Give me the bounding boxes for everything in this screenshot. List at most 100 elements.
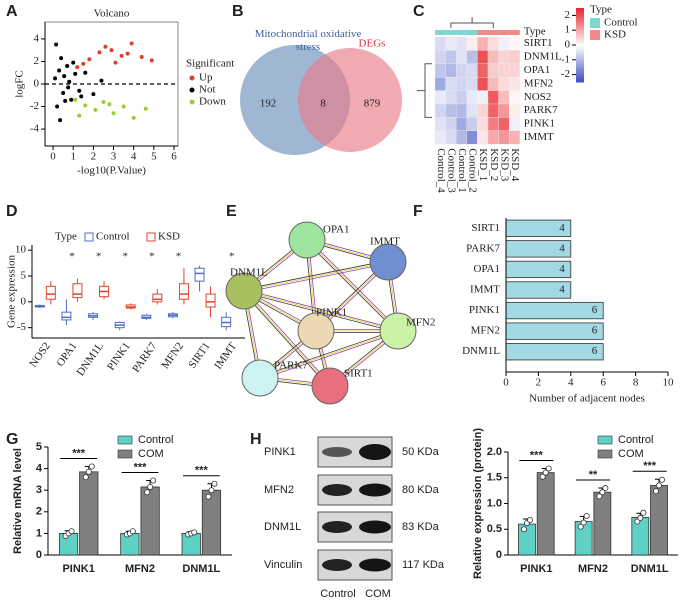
blot-row-label: DNM1L	[264, 521, 301, 533]
point	[539, 473, 546, 480]
value-label: 6	[592, 345, 598, 357]
point	[97, 50, 102, 55]
colorbar-slice	[576, 80, 584, 83]
x-axis-label: -log10(P.Value)	[77, 165, 146, 177]
colorbar-slice	[576, 43, 584, 46]
bar	[140, 486, 160, 556]
blot-row-label: MFN2	[264, 484, 294, 496]
heatmap-cell	[445, 36, 457, 51]
colorbar-slice	[576, 11, 584, 15]
heatmap-cell	[487, 103, 499, 118]
x-tick-label: DNM1L	[182, 563, 220, 575]
legend-label: KSD	[604, 29, 626, 41]
value-label: 6	[592, 304, 598, 316]
node-label: SIRT1	[344, 368, 373, 380]
heatmap-cell	[509, 130, 520, 145]
point	[65, 63, 70, 68]
point	[58, 118, 63, 123]
panel-label: E	[226, 203, 237, 220]
blot-size-label: 50 KDa	[402, 446, 440, 458]
band	[359, 444, 391, 460]
colorbar-slice	[576, 59, 584, 63]
heatmap-cell	[456, 90, 467, 105]
colorbar-slice	[576, 78, 584, 81]
colorbar-slice	[576, 74, 584, 77]
x-tick-label: DNM1L	[75, 340, 107, 378]
annotation-cell	[445, 30, 457, 35]
bar	[505, 301, 604, 320]
colorbar-slice	[576, 22, 584, 26]
colorbar-slice	[576, 41, 584, 44]
edge	[260, 332, 399, 380]
edge	[242, 291, 330, 388]
significance: *	[229, 251, 235, 263]
heatmap-cell	[498, 63, 510, 78]
y-tick-label: 1.5	[487, 472, 502, 484]
heatmap-cell	[434, 63, 446, 78]
colorbar-slice	[576, 45, 584, 48]
edge	[244, 263, 389, 293]
x-tick-label: OPA1	[54, 340, 79, 369]
heatmap-cell	[477, 63, 489, 78]
heatmap-cell	[456, 117, 467, 131]
point	[88, 463, 95, 470]
heatmap-cell	[456, 63, 467, 78]
legend-swatch	[117, 435, 133, 445]
point	[526, 516, 533, 523]
x-tick-label: 8	[633, 377, 639, 389]
band	[359, 520, 391, 534]
bar	[79, 471, 99, 556]
point	[113, 60, 118, 65]
heatmap-cell	[445, 117, 457, 131]
colorbar-slice	[576, 30, 584, 33]
edge	[307, 238, 400, 331]
heatmap-cell	[477, 50, 489, 64]
y-tick-label: 0	[34, 78, 40, 90]
box	[72, 283, 83, 299]
legend-label: COM	[618, 448, 644, 460]
row-label: PINK1	[524, 118, 555, 130]
x-tick-label: 4	[131, 151, 137, 163]
legend-swatch	[146, 232, 156, 242]
colorbar-slice	[576, 61, 584, 64]
annotation-cell	[477, 30, 488, 35]
blot-column-label: Control	[320, 588, 355, 600]
legend-swatch	[590, 30, 600, 40]
significance: ***	[195, 465, 209, 477]
legend-swatch	[189, 75, 195, 81]
colorbar-slice	[576, 17, 584, 20]
point	[149, 58, 154, 63]
node-label: IMMT	[370, 236, 400, 248]
blot-column-label: COM	[365, 588, 391, 600]
bar	[536, 472, 555, 556]
heatmap-cell	[434, 103, 446, 118]
box	[152, 293, 163, 303]
x-tick-label: MFN2	[159, 340, 186, 371]
y-tick-label: 5	[36, 441, 42, 453]
colorbar-slice	[576, 67, 584, 70]
heatmap-cell	[456, 36, 467, 51]
colorbar-tick-label: 1	[565, 24, 571, 36]
heatmap-cell	[509, 103, 520, 118]
heatmap-cell	[466, 50, 478, 64]
heatmap-cell	[487, 77, 499, 91]
band	[322, 521, 352, 533]
band	[322, 447, 352, 457]
panel-label: F	[413, 203, 423, 220]
annotation-cell	[509, 30, 520, 35]
heatmap-cell	[445, 90, 457, 105]
heatmap-cell	[477, 36, 489, 51]
significance: *	[69, 251, 75, 263]
row-label: SIRT1	[524, 37, 553, 49]
y-tick-label: DNM1L	[462, 345, 500, 357]
x-tick-label: 5	[151, 151, 157, 163]
point	[87, 57, 92, 62]
heatmap-cell	[487, 50, 499, 64]
dendrogram	[417, 17, 494, 118]
value-label: 4	[559, 242, 565, 254]
legend-label: Control	[618, 434, 653, 446]
heatmap-cell	[509, 63, 520, 78]
heatmap-cell	[456, 103, 467, 118]
edge	[243, 261, 389, 292]
